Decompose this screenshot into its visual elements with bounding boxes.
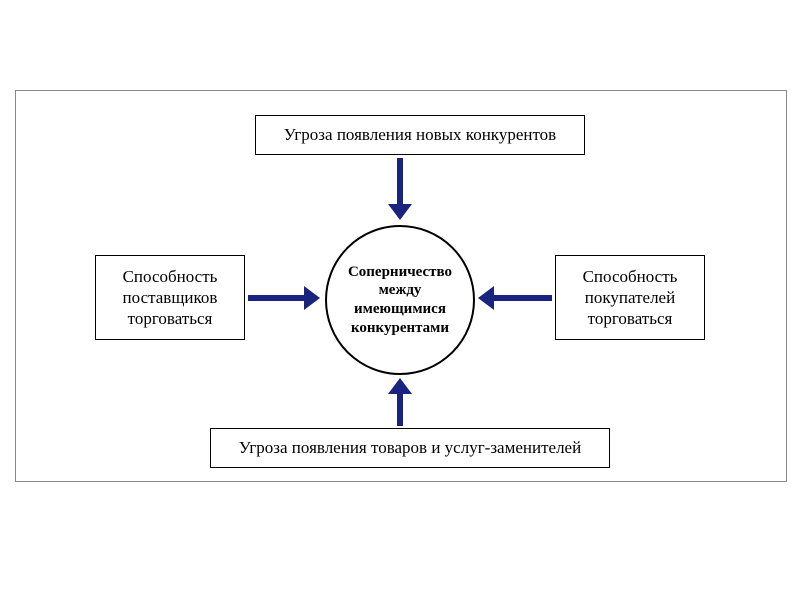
arrow-bottom-icon: [390, 378, 410, 426]
arrow-top-icon: [390, 158, 410, 220]
center-rivalry-circle: Соперничество между имеющимися конкурент…: [325, 225, 475, 375]
right-force-label: Способность покупателей торговаться: [564, 266, 696, 330]
left-force-box: Способность поставщиков торговаться: [95, 255, 245, 340]
arrow-left-icon: [248, 288, 320, 308]
top-force-box: Угроза появления новых конкурентов: [255, 115, 585, 155]
bottom-force-label: Угроза появления товаров и услуг-заменит…: [239, 437, 581, 458]
top-force-label: Угроза появления новых конкурентов: [284, 124, 556, 145]
arrow-right-icon: [478, 288, 552, 308]
bottom-force-box: Угроза появления товаров и услуг-заменит…: [210, 428, 610, 468]
left-force-label: Способность поставщиков торговаться: [104, 266, 236, 330]
center-rivalry-label: Соперничество между имеющимися конкурент…: [335, 263, 465, 338]
right-force-box: Способность покупателей торговаться: [555, 255, 705, 340]
